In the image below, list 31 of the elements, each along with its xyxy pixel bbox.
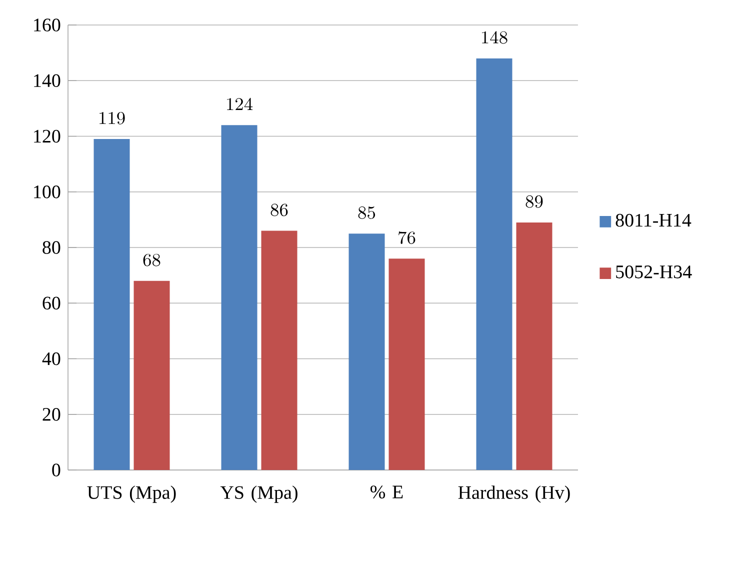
data-label: 85 xyxy=(358,206,376,219)
bar xyxy=(348,234,385,470)
bar xyxy=(476,58,512,470)
data-label: 89 xyxy=(526,195,543,208)
x-tick-label: Hardness (Hv) xyxy=(458,486,570,503)
bar xyxy=(516,222,552,470)
data-label: 76 xyxy=(398,231,416,244)
legend-label: 5052-H34 xyxy=(616,265,692,278)
y-tick-label: 0 xyxy=(52,464,60,476)
x-tick-label: UTS (Mpa) xyxy=(87,486,176,503)
data-label: 148 xyxy=(482,31,508,44)
y-tick-label: 40 xyxy=(42,352,60,366)
data-label: 86 xyxy=(270,204,288,216)
legend-label: 8011-H14 xyxy=(616,214,692,227)
x-tick-label: YS (Mpa) xyxy=(220,486,298,503)
y-tick-label: 100 xyxy=(34,185,60,198)
bar xyxy=(94,139,130,470)
bar xyxy=(134,280,170,470)
y-tick-label: 120 xyxy=(34,130,60,143)
y-tick-label: 160 xyxy=(34,18,60,32)
bar xyxy=(261,230,298,470)
data-label: 68 xyxy=(143,254,160,266)
data-label: 119 xyxy=(100,112,125,124)
bar xyxy=(221,125,258,470)
bar xyxy=(388,258,425,470)
y-tick-label: 60 xyxy=(42,296,60,310)
y-tick-label: 80 xyxy=(42,241,60,254)
x-tick-label: % E xyxy=(370,486,403,498)
data-label: 124 xyxy=(227,98,253,110)
y-tick-label: 140 xyxy=(34,74,60,88)
y-tick-label: 20 xyxy=(42,408,60,421)
